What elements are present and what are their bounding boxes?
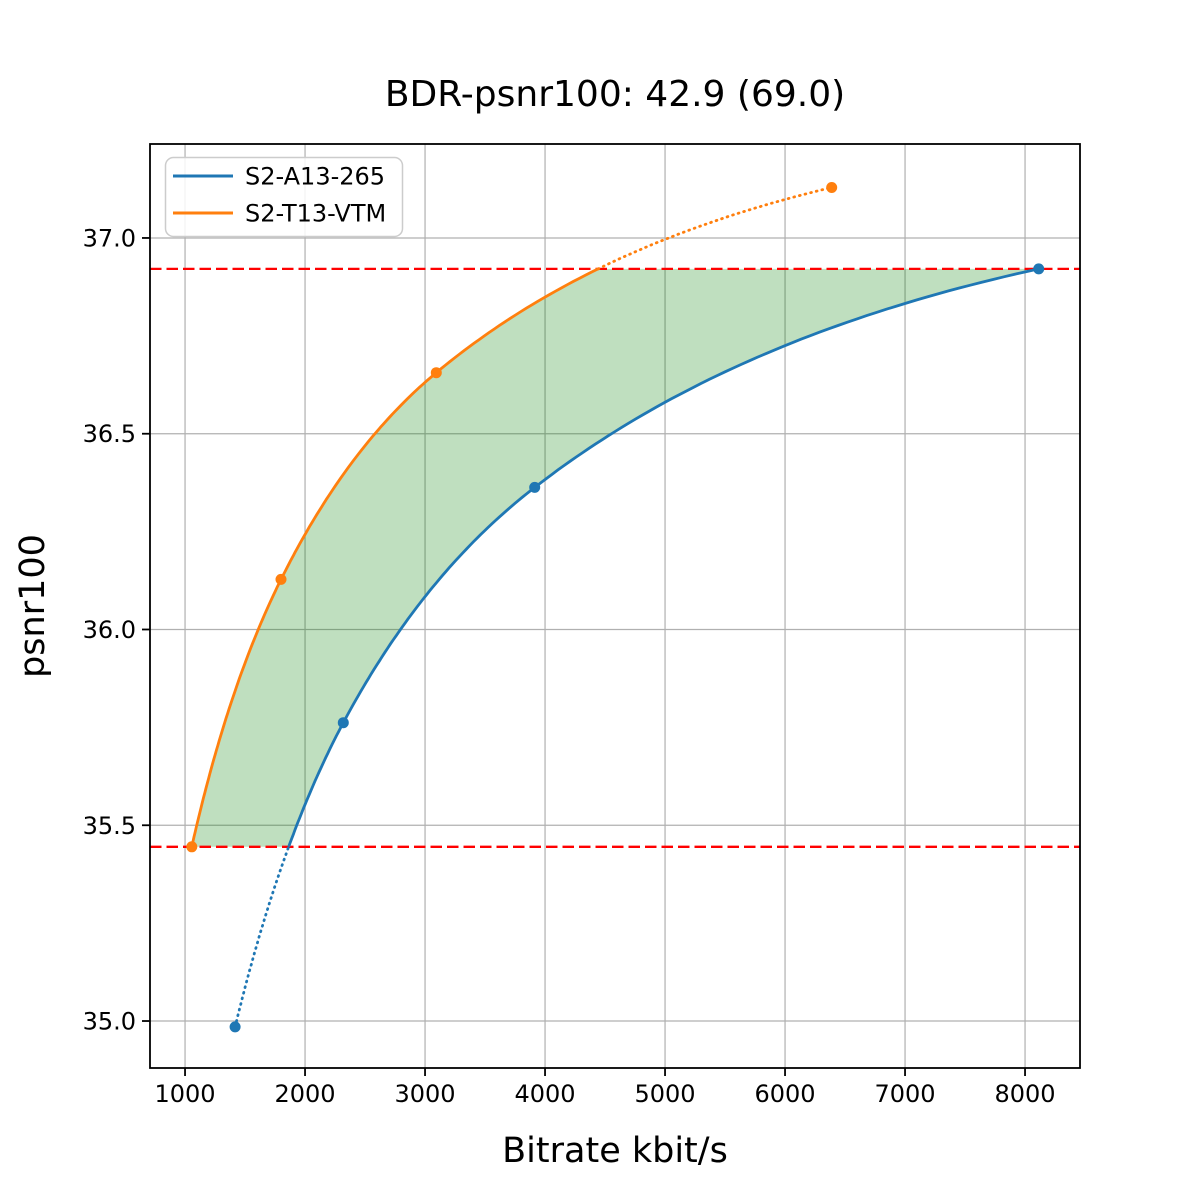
- x-tick-label: 3000: [395, 1080, 456, 1108]
- series-s2-a13-265-line: [287, 267, 1040, 848]
- bd-rate-fill-region: [191, 268, 1039, 847]
- x-tick-label: 2000: [275, 1080, 336, 1108]
- data-point-marker: [1033, 263, 1045, 275]
- x-tick-label: 8000: [995, 1080, 1056, 1108]
- y-tick-label: 36.5: [83, 420, 136, 448]
- data-point-marker: [529, 481, 541, 493]
- series-s2-t13-vtm-dotted: [596, 186, 834, 271]
- psnr-overlap-lines: [150, 267, 1080, 848]
- data-point-marker: [430, 367, 442, 379]
- data-point-marker: [337, 717, 349, 729]
- gridlines: [150, 144, 1080, 1068]
- x-tick-label: 7000: [875, 1080, 936, 1108]
- data-point-marker: [229, 1021, 241, 1033]
- legend-entry-s2-a13-265: S2-A13-265: [245, 163, 385, 191]
- chart-title: BDR-psnr100: 42.9 (69.0): [385, 74, 845, 115]
- tick-labels: 1000 2000 3000 4000 5000 6000 7000 8000 35.0 35.5…: [83, 224, 1056, 1108]
- fill-between-curves: [191, 268, 1039, 847]
- y-axis-label: psnr100: [13, 534, 53, 678]
- data-point-markers: [186, 182, 1045, 1033]
- x-tick-label: 4000: [515, 1080, 576, 1108]
- y-tick-label: 35.0: [83, 1008, 136, 1036]
- data-point-marker: [826, 182, 838, 193]
- plot-border: [149, 143, 1081, 1069]
- y-tick-label: 36.0: [83, 616, 136, 644]
- axes-spines-and-ticks: [142, 143, 1081, 1076]
- y-tick-label: 35.5: [83, 812, 136, 840]
- x-tick-label: 1000: [155, 1080, 216, 1108]
- data-point-marker: [275, 573, 287, 585]
- rate-distortion-curves: [190, 186, 1040, 1029]
- legend[interactable]: S2-A13-265 S2-T13-VTM: [164, 156, 404, 238]
- x-tick-label: 5000: [635, 1080, 696, 1108]
- series-s2-a13-265-dotted: [233, 845, 291, 1029]
- x-axis-label: Bitrate kbit/s: [502, 1131, 728, 1171]
- series-s2-t13-vtm-line: [190, 267, 599, 848]
- legend-entry-s2-t13-vtm: S2-T13-VTM: [245, 200, 386, 228]
- y-tick-label: 37.0: [83, 224, 136, 252]
- data-point-marker: [186, 841, 198, 853]
- x-tick-label: 6000: [755, 1080, 816, 1108]
